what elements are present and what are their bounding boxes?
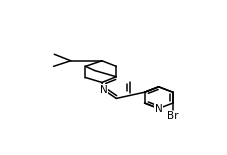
Text: N: N <box>154 104 162 113</box>
Text: Br: Br <box>166 111 178 121</box>
Text: N: N <box>99 85 107 95</box>
